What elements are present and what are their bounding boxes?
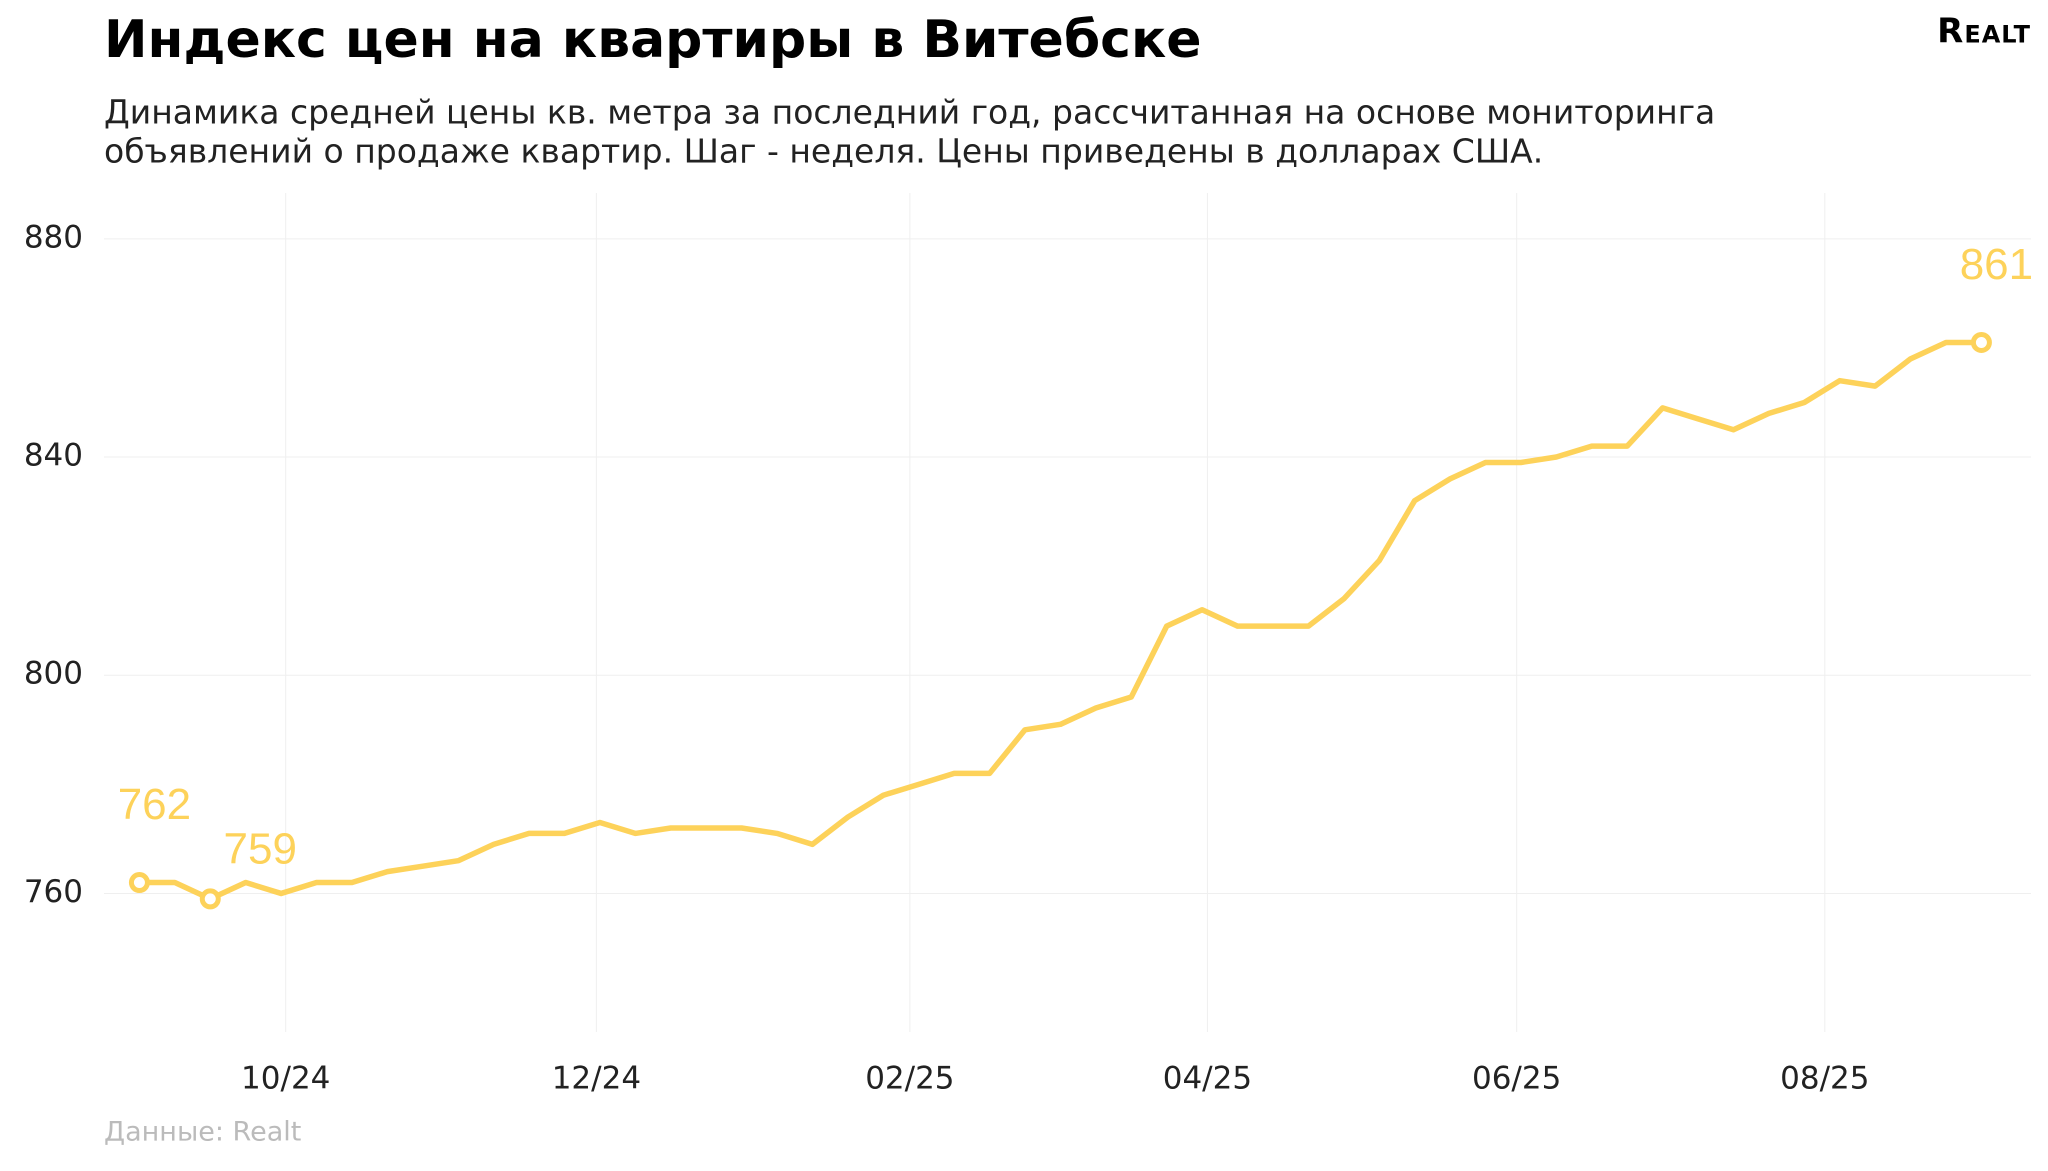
x-tick-label: 10/24 bbox=[241, 1061, 330, 1097]
y-tick-label: 800 bbox=[24, 656, 83, 692]
y-tick-label: 840 bbox=[24, 438, 83, 474]
x-tick-label: 04/25 bbox=[1163, 1061, 1252, 1097]
x-tick-label: 06/25 bbox=[1472, 1061, 1561, 1097]
chart-subtitle: объявлений о продаже квартир. Шаг - неде… bbox=[104, 132, 1543, 171]
data-label: 759 bbox=[224, 825, 297, 874]
source: Данные: Realt bbox=[104, 1117, 301, 1148]
point-marker bbox=[199, 888, 221, 910]
y-tick-label: 880 bbox=[24, 219, 83, 255]
point-marker bbox=[128, 872, 150, 894]
chart-title: Индекс цен на квартиры в Витебске bbox=[104, 10, 1202, 70]
x-tick-label: 08/25 bbox=[1780, 1061, 1869, 1097]
data-label: 762 bbox=[118, 780, 191, 829]
data-label: 861 bbox=[1960, 240, 2033, 289]
chart-subtitle: Динамика средней цены кв. метра за после… bbox=[104, 93, 1715, 132]
x-tick-label: 02/25 bbox=[865, 1061, 954, 1097]
x-tick-label: 12/24 bbox=[552, 1061, 641, 1097]
line bbox=[139, 339, 1982, 902]
y-tick-label: 760 bbox=[24, 874, 83, 910]
logo: Realt bbox=[1937, 12, 2031, 52]
point-marker bbox=[1970, 331, 1992, 353]
